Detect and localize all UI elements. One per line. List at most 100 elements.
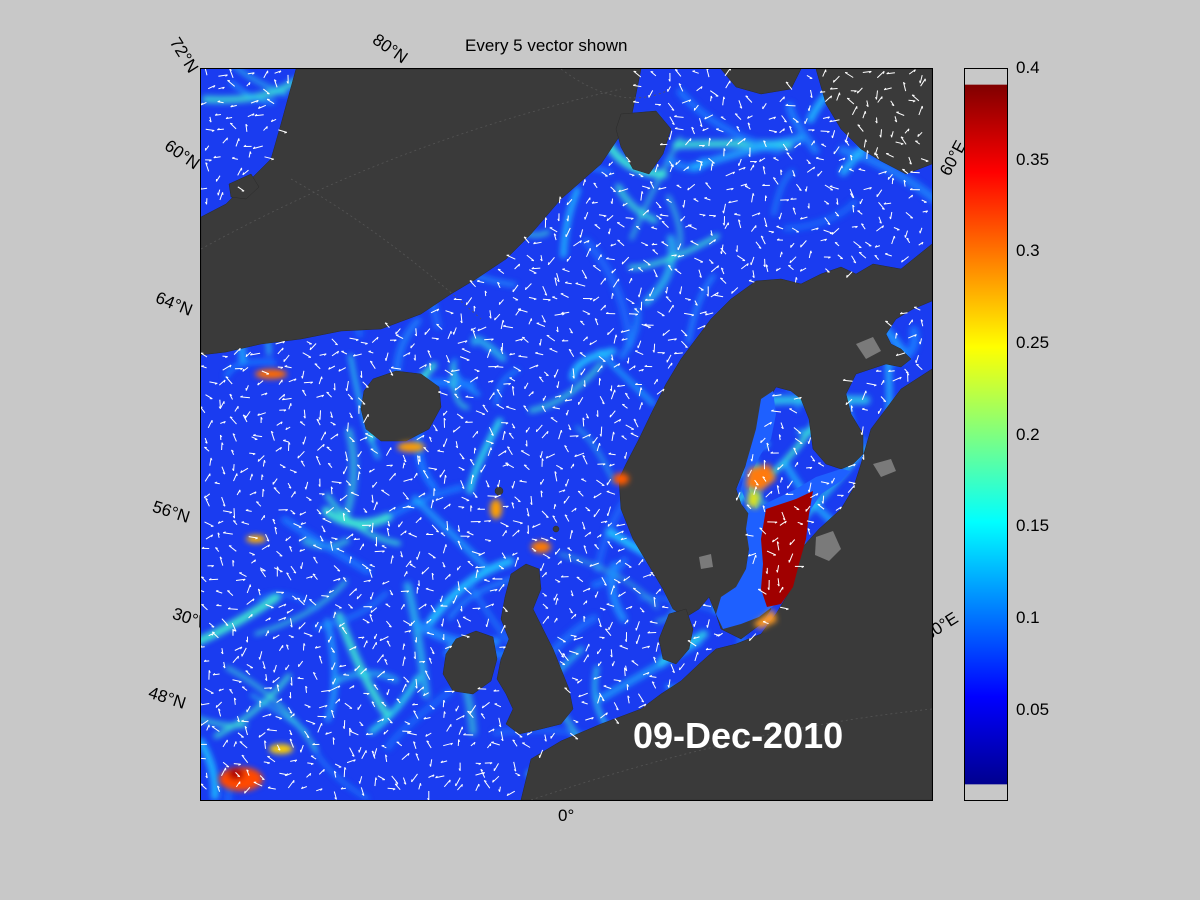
current-vector-head [700, 86, 703, 89]
current-vector [669, 130, 673, 140]
current-vector-head [429, 362, 432, 366]
current-vector-head [895, 332, 898, 336]
current-vector [910, 171, 920, 174]
current-vector [606, 479, 612, 486]
current-vector-head [765, 571, 768, 574]
current-vector-head [556, 385, 559, 389]
current-vector-head [330, 486, 334, 490]
current-vector [845, 398, 853, 406]
current-vector-head [616, 524, 619, 527]
current-vector [512, 480, 516, 489]
current-vector [373, 501, 378, 511]
current-vector [720, 267, 725, 275]
current-vector [677, 254, 685, 258]
current-vector [569, 650, 579, 655]
current-vector [387, 717, 393, 724]
current-vector [389, 369, 394, 376]
current-vector-head [241, 521, 245, 523]
current-vector-head [312, 742, 315, 746]
current-vector [349, 730, 359, 736]
current-vector [547, 256, 555, 266]
current-vector [753, 486, 757, 495]
current-vector-head [552, 406, 556, 408]
current-vector [638, 703, 647, 709]
current-vector-head [861, 223, 864, 226]
current-vector-head [436, 338, 439, 341]
current-vector [569, 732, 579, 740]
current-vector [426, 632, 435, 636]
current-vector-head [230, 104, 233, 108]
current-vector [459, 356, 470, 361]
current-vector [204, 688, 214, 694]
current-vector-head [671, 108, 675, 111]
current-vector-head [436, 308, 440, 312]
current-vector-head [457, 588, 460, 591]
current-vector-head [821, 501, 824, 504]
current-vector [785, 81, 793, 90]
lat-label-72n: 72°N [165, 34, 203, 77]
current-vector-head [225, 376, 229, 379]
current-vector-head [240, 470, 243, 473]
current-vector [667, 102, 675, 111]
current-vector-head [268, 617, 271, 621]
current-vector-head [239, 348, 241, 351]
current-vector [444, 369, 454, 376]
current-vector [300, 460, 306, 467]
current-vector [806, 166, 815, 173]
current-vector [777, 578, 780, 587]
current-vector-head [641, 191, 644, 194]
current-vector-head [467, 535, 470, 538]
current-vector [752, 554, 757, 565]
current-vector-head [644, 298, 648, 301]
current-vector [880, 129, 882, 138]
current-vector [513, 761, 517, 772]
current-vector-head [240, 646, 243, 650]
current-vector [330, 433, 339, 440]
current-vector-head [365, 668, 367, 671]
current-vector [443, 438, 448, 448]
current-vector [361, 563, 369, 569]
current-vector-head [655, 275, 658, 278]
current-vector [333, 565, 341, 572]
current-vector-head [288, 486, 292, 489]
current-vector-head [852, 204, 855, 208]
current-vector-head [635, 382, 638, 385]
current-vector [424, 670, 431, 680]
current-vector [540, 563, 545, 572]
current-vector [582, 587, 591, 592]
current-vector [273, 664, 277, 673]
current-vector-head [309, 598, 312, 601]
current-vector [600, 277, 606, 285]
current-vector-head [620, 330, 624, 333]
current-vector-head [553, 233, 557, 236]
current-vector [229, 122, 237, 130]
current-vector [487, 447, 492, 456]
current-vector-head [448, 503, 451, 507]
current-vector-head [389, 721, 393, 724]
current-vector [442, 544, 447, 554]
current-vector-head [231, 449, 234, 452]
current-vector [290, 677, 293, 686]
current-vector [625, 424, 635, 430]
current-vector [275, 340, 285, 345]
current-vector [317, 443, 325, 451]
current-vector [573, 636, 583, 641]
current-vector-head [661, 605, 665, 608]
current-vector-head [610, 358, 614, 361]
current-vector-head [321, 493, 325, 496]
current-vector-head [383, 670, 386, 674]
current-vector-head [624, 456, 626, 459]
current-vector [612, 278, 620, 288]
current-vector-head [498, 724, 502, 728]
current-vector [779, 128, 785, 134]
current-streak [343, 427, 358, 517]
current-vector [569, 435, 579, 437]
current-vector-head [220, 651, 224, 655]
current-vector-head [368, 350, 372, 352]
current-vector-head [396, 698, 400, 701]
current-vector-head [251, 473, 253, 477]
current-vector [366, 733, 373, 736]
current-vector [222, 739, 228, 748]
current-vector [330, 541, 334, 551]
current-vector [496, 404, 505, 410]
